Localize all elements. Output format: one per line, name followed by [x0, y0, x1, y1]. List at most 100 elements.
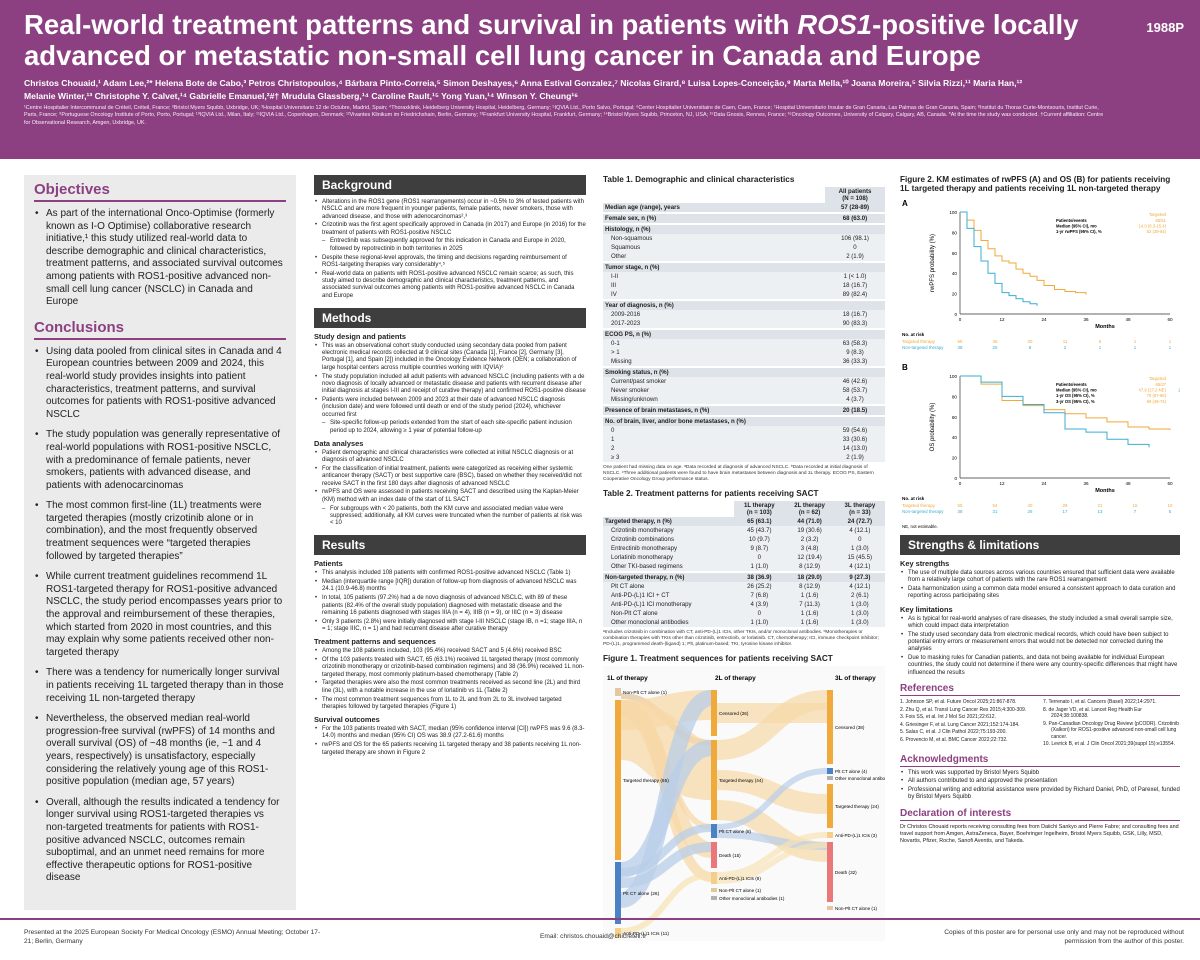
tables-column: Table 1. Demographic and clinical charac…	[603, 175, 885, 941]
sankey-link	[620, 824, 712, 876]
stats-targeted: 65/27	[1156, 382, 1167, 387]
sankey-node-3l	[827, 768, 833, 774]
row-label: 1	[603, 435, 825, 444]
list-item: Using data pooled from clinical sites in…	[34, 346, 286, 422]
risk-count: 1	[1099, 345, 1102, 350]
list-item: 9. Pan-Canadian Oncology Drug Review (pC…	[1043, 720, 1179, 740]
list-item: rwPFS and OS for the 65 patients receivi…	[314, 742, 586, 757]
declaration-text: Dr Christos Chouaid reports receiving co…	[900, 823, 1179, 844]
table-row: Median age (range), years 57 (28-89)	[603, 203, 885, 213]
row-label: ECOG PS, n (%)	[603, 328, 825, 339]
x-tick-label: 60	[1167, 481, 1173, 486]
x-tick-label: 36	[1083, 481, 1089, 486]
strengths-heading: Strengths & limitations	[900, 535, 1180, 555]
risk-count: 31	[993, 509, 998, 514]
risk-row-nontargeted: Non-targeted therapy	[902, 345, 944, 350]
sankey-node-3l	[827, 690, 833, 764]
contact-email[interactable]: Email: christos.chouaid@chicreteil.fr	[540, 933, 647, 940]
subheading: Study design and patients	[314, 331, 406, 341]
row-label: Squamous	[603, 243, 825, 252]
table2-col-2l: 2L therapy (n = 62)	[784, 501, 835, 517]
y-tick-label: 80	[952, 230, 958, 235]
row-label: Crizotinib monotherapy	[603, 526, 735, 535]
sankey-label-3l: Other monoclonal antibodies (1)	[835, 776, 885, 781]
row-value: 10 (9.7)	[734, 535, 785, 544]
risk-count: 8	[1029, 345, 1032, 350]
background-heading: Background	[314, 175, 586, 195]
sankey-node-1l	[615, 928, 621, 938]
sankey-node-3l	[827, 906, 833, 910]
column-label-1l: 1L of therapy	[607, 675, 648, 682]
stats-targeted: 76 (67-86)	[1147, 393, 1167, 398]
row-value: 4 (3.7)	[825, 395, 885, 405]
list-item: Median (interquartile range [IQR]) durat…	[314, 579, 586, 594]
stats-targeted: 52 (39-64)	[1147, 229, 1167, 234]
row-value: 90 (83.3)	[825, 319, 885, 329]
list-item: Nevertheless, the observed median real-w…	[34, 713, 286, 789]
meeting-info: Presented at the 2025 European Society F…	[24, 929, 321, 945]
row-label: Non-targeted therapy, n (%)	[603, 571, 735, 582]
table1-footnote: One patient had missing data on age. ᵃDa…	[603, 465, 874, 482]
row-label: Other monoclonal antibodies	[603, 618, 735, 627]
objectives-heading: Objectives	[34, 181, 286, 202]
row-label: Tumor stage, n (%)	[603, 261, 825, 272]
row-value	[825, 261, 885, 272]
row-label: Non-squamous	[603, 234, 825, 243]
list-item: 4. Griesinger F, et al. Lung Cancer 2021…	[900, 721, 1020, 728]
risk-count: 65	[958, 339, 963, 344]
row-value: 2 (6.1)	[834, 591, 885, 600]
km-series-line	[960, 211, 1038, 306]
table-row: 0 59 (54.6)	[603, 426, 885, 435]
list-item: This was an observational cohort study c…	[314, 343, 586, 372]
row-value: 9 (8.3)	[825, 348, 885, 357]
row-label: Missing/unknown	[603, 395, 825, 405]
objectives-conclusions-column: Objectives As part of the international …	[24, 175, 296, 910]
row-value: 1 (1.0)	[734, 618, 785, 627]
list-item: 10. Levrick B, et al. J Clin Oncol 2021;…	[1043, 741, 1176, 748]
row-label: Current/past smoker	[603, 377, 825, 386]
row-value: 1 (3.0)	[834, 609, 885, 618]
row-value: 4 (12.1)	[834, 526, 885, 535]
row-label: No. of brain, liver, and/or bone metasta…	[603, 415, 825, 426]
list-item: This work was supported by Bristol Myers…	[900, 770, 1180, 778]
sankey-node-2l	[711, 824, 717, 838]
table-row: Crizotinib monotherapy 45 (43.7) 19 (30.6)…	[603, 526, 885, 535]
methods-study-list: This was an observational cohort study c…	[314, 343, 586, 435]
table-row: Current/past smoker 46 (42.6)	[603, 377, 885, 386]
list-item: Due to masking rules for Canadian patien…	[900, 655, 1180, 677]
row-value: 44 (71.0)	[784, 517, 835, 526]
y-tick-label: 20	[952, 292, 958, 297]
row-label: 2017-2023	[603, 319, 825, 329]
row-value: 9 (8.7)	[734, 544, 785, 553]
row-value: 45 (43.7)	[734, 526, 785, 535]
row-value: 4 (3.9)	[734, 600, 785, 609]
subheading: Survival outcomes	[314, 715, 380, 725]
poster-title: Real-world treatment patterns and surviv…	[24, 9, 1079, 71]
row-label: IV	[603, 290, 825, 300]
x-tick-label: 12	[999, 481, 1005, 486]
results-survival-list: For the 103 patients treated with SACT, …	[314, 726, 586, 757]
row-label: Missing	[603, 357, 825, 367]
list-item: This analysis included 108 patients with…	[314, 570, 586, 578]
table-row: III 18 (16.7)	[603, 281, 885, 290]
y-tick-label: 100	[949, 210, 957, 215]
conclusions-list: Using data pooled from clinical sites in…	[34, 346, 286, 885]
km-series-line	[960, 375, 1150, 448]
risk-count: 2	[1064, 345, 1067, 350]
stats-row-label: 1-yr rwPFS (95% CI), %	[1056, 229, 1102, 234]
table-row: ECOG PS, n (%)	[603, 328, 885, 339]
table2-title: Table 2. Treatment patterns for patients…	[603, 489, 819, 498]
list-item: Crizotinib was the first agent specifica…	[314, 222, 586, 237]
row-value: 1 (1.6)	[784, 618, 835, 627]
table1: All patients (N = 108) Median age (range)…	[603, 187, 885, 462]
risk-count: 1	[1169, 345, 1172, 350]
risk-count: 1	[1134, 339, 1137, 344]
column-label-2l: 2L of therapy	[715, 675, 756, 682]
risk-count: 17	[1063, 509, 1068, 514]
sankey-node-2l	[711, 896, 717, 900]
table-row: Other TKI-based regimens 1 (1.0) 8 (12.9) 4…	[603, 562, 885, 572]
row-label: Crizotinib combinations	[603, 535, 735, 544]
row-value	[825, 328, 885, 339]
list-item: There was a tendency for numerically lon…	[34, 667, 286, 705]
row-value	[825, 299, 885, 310]
